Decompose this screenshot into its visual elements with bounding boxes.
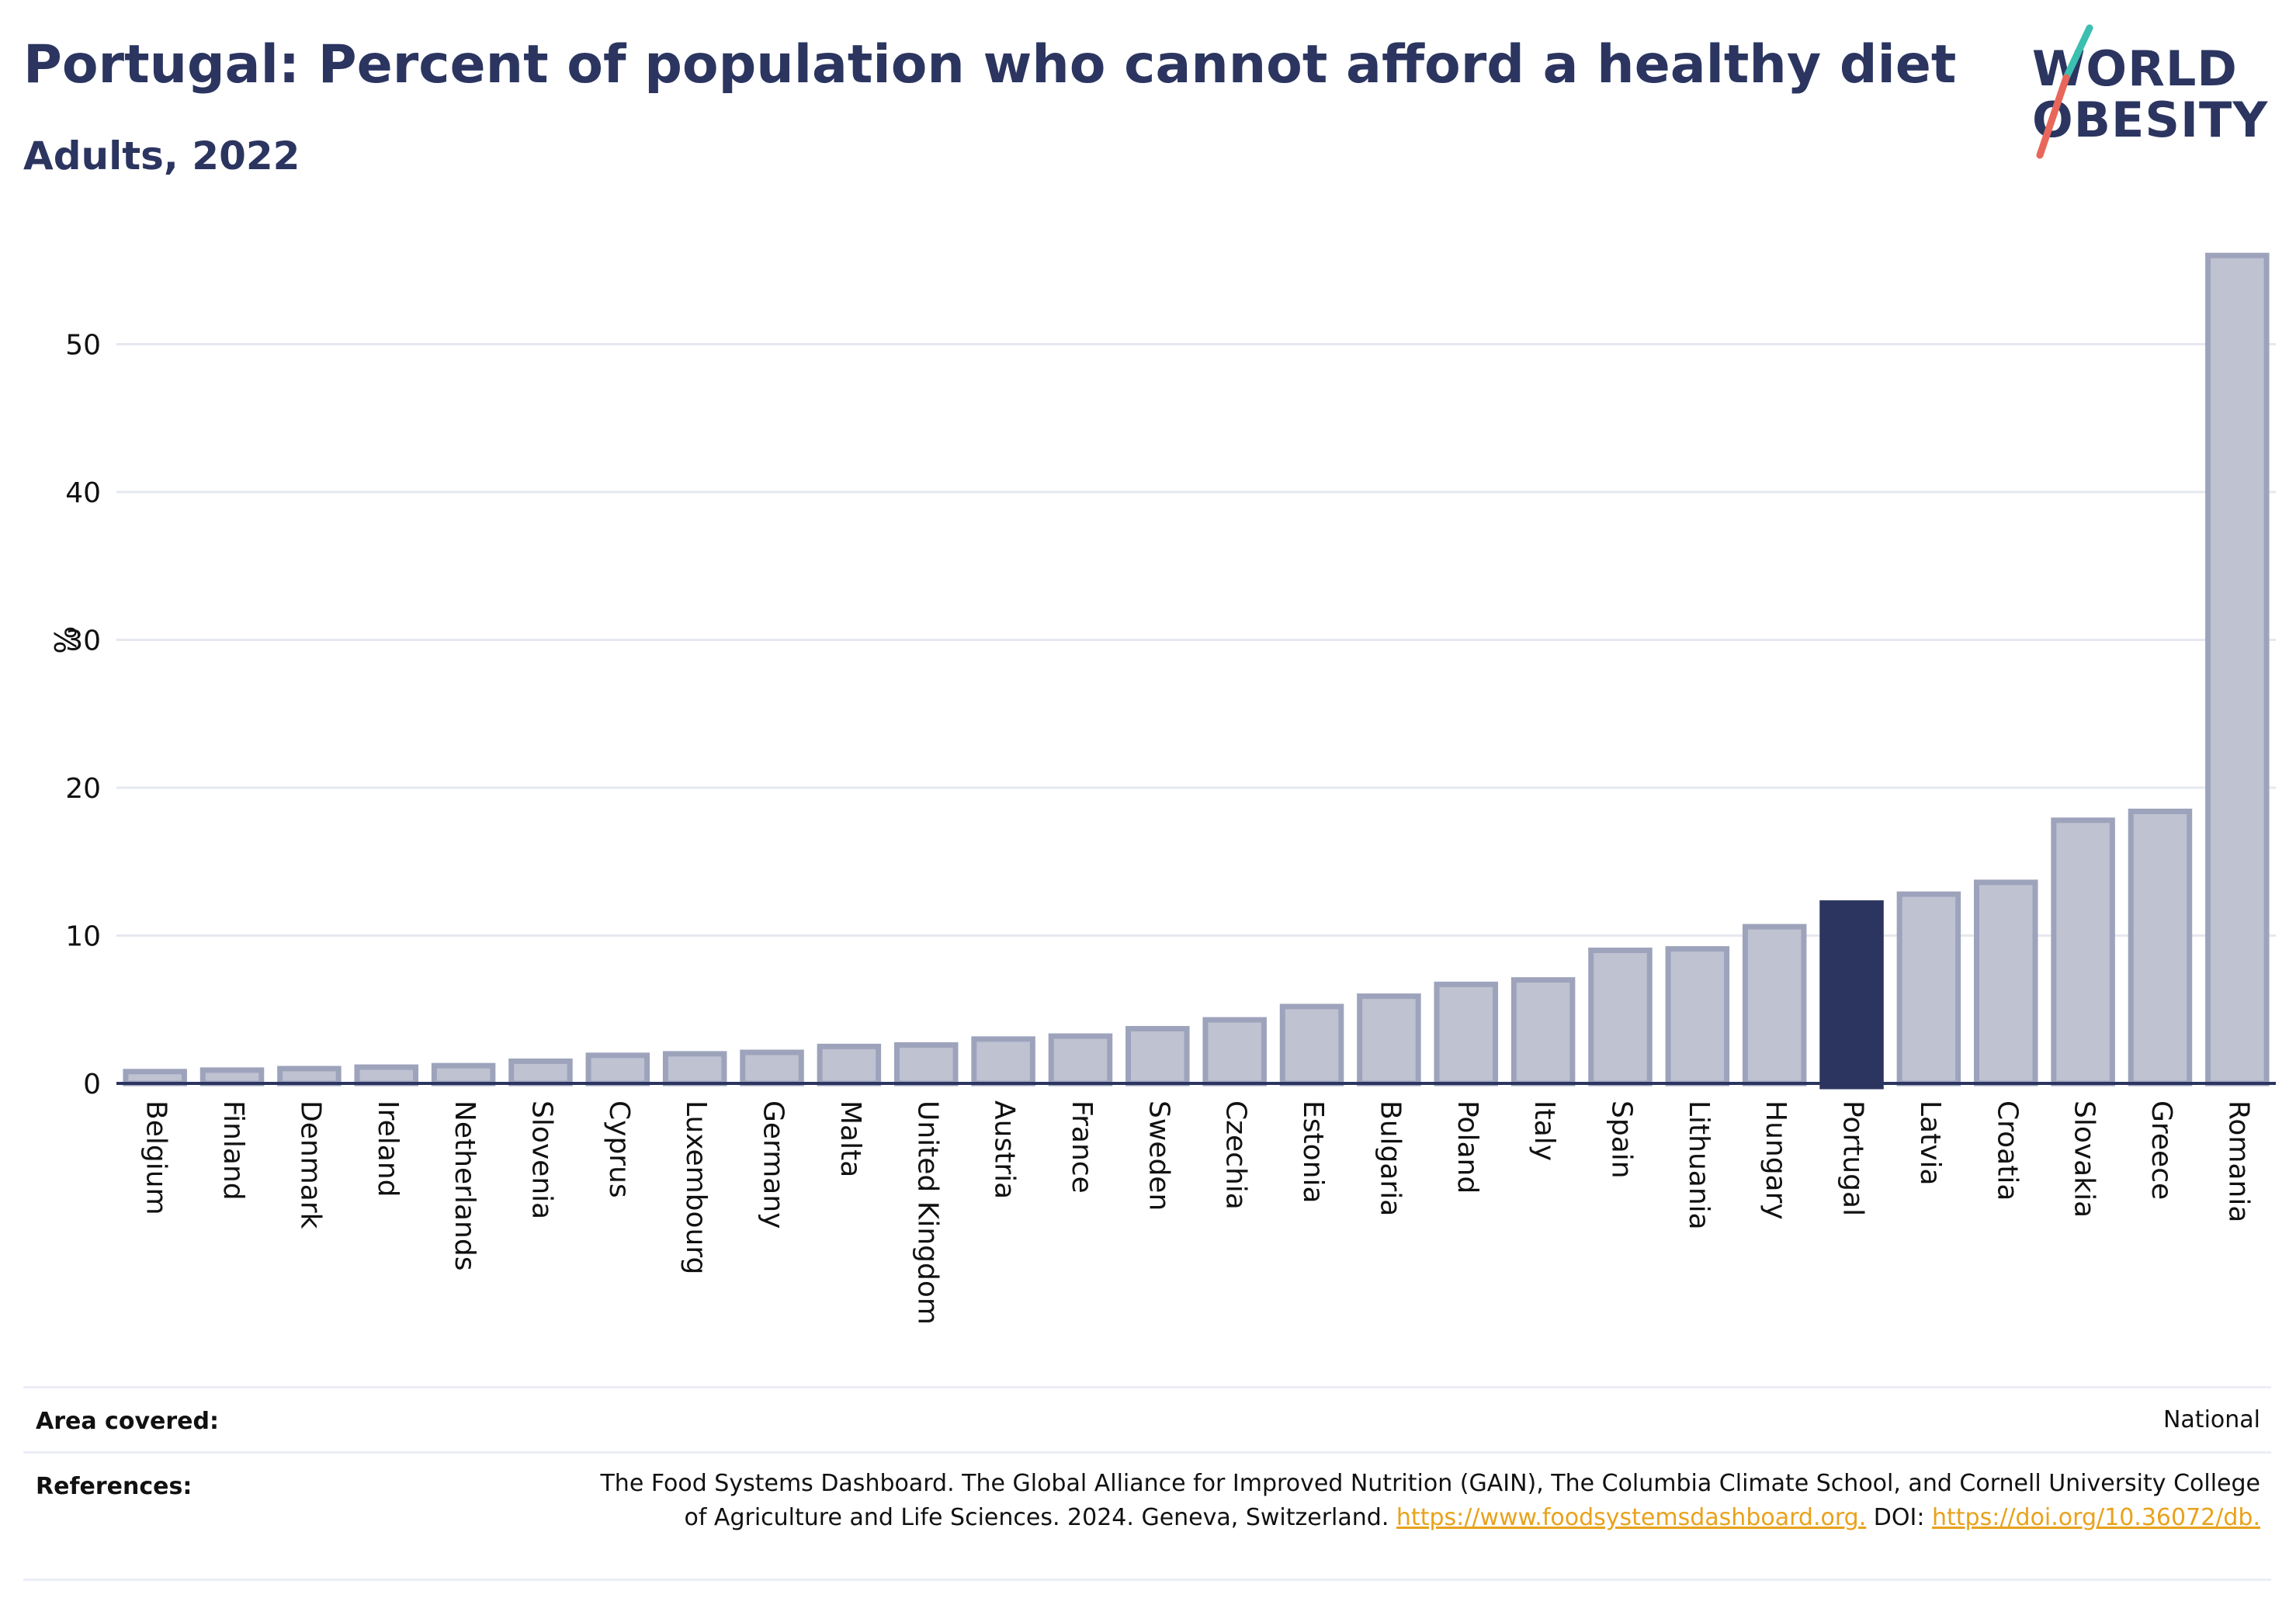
y-tick-label: 40 <box>65 477 101 509</box>
x-tick-label: Czechia <box>1220 1100 1252 1210</box>
references-link[interactable]: https://www.foodsystemsdashboard.org. <box>1396 1504 1867 1531</box>
chart-subtitle: Adults, 2022 <box>23 133 300 178</box>
world-obesity-logo: WORLD OBESITY <box>2018 22 2282 169</box>
x-tick-label: Lithuania <box>1683 1100 1715 1230</box>
x-tick-label: Portugal <box>1837 1100 1869 1216</box>
x-tick-label: Malta <box>834 1100 866 1177</box>
references-text: The Food Systems Dashboard. The Global A… <box>584 1467 2260 1535</box>
footer-divider-middle <box>23 1451 2271 1454</box>
x-tick-label: Luxembourg <box>680 1100 712 1274</box>
references-citation: The Food Systems Dashboard. The Global A… <box>600 1470 2260 1531</box>
bar <box>1588 948 1653 1087</box>
bar <box>817 1043 882 1087</box>
bar <box>1202 1017 1267 1087</box>
x-tick-label: Germany <box>758 1100 789 1229</box>
bar-chart: 0 10 20 30 40 50% Belgium Finland Denmark Ireland… <box>47 252 2276 1325</box>
y-tick-label: 10 <box>65 921 101 953</box>
bar <box>1357 993 1421 1087</box>
x-tick-label: Finland <box>217 1100 249 1201</box>
x-tick-label: Netherlands <box>449 1100 480 1270</box>
x-tick-label: France <box>1066 1100 1098 1194</box>
x-tick-label: Estonia <box>1297 1100 1329 1204</box>
x-tick-label: Bulgaria <box>1374 1100 1406 1216</box>
bar <box>2205 252 2270 1087</box>
bar <box>1742 924 1807 1087</box>
x-tick-label: Italy <box>1528 1100 1560 1161</box>
area-covered-value: National <box>2162 1406 2260 1433</box>
x-tick-label: Greece <box>2145 1100 2177 1200</box>
bar <box>662 1051 727 1087</box>
y-tick-label: 50 <box>65 330 101 362</box>
bar <box>2051 817 2115 1087</box>
x-tick-label: Slovenia <box>525 1100 557 1219</box>
bar <box>1973 879 2038 1087</box>
x-tick-label: Hungary <box>1760 1100 1791 1220</box>
x-tick-label: Slovakia <box>2069 1100 2100 1218</box>
x-tick-label: Ireland <box>372 1100 404 1197</box>
logo-text-obesity: OBESITY <box>2032 92 2269 148</box>
y-tick-label: 0 <box>83 1069 101 1100</box>
y-axis-label: % <box>47 626 82 653</box>
area-covered-label: Area covered: <box>36 1408 219 1435</box>
bar <box>740 1049 804 1087</box>
bar <box>971 1036 1035 1087</box>
bar <box>277 1066 342 1087</box>
bar <box>199 1067 265 1087</box>
x-tick-label: Cyprus <box>603 1100 635 1198</box>
bar <box>893 1041 959 1087</box>
x-tick-label: Croatia <box>1991 1100 2023 1201</box>
y-tick-label: 20 <box>65 773 101 805</box>
bar <box>1896 891 1961 1087</box>
y-tick-label: 30 <box>65 626 101 657</box>
bar <box>1048 1033 1113 1087</box>
x-tick-label: United Kingdom <box>911 1100 943 1325</box>
bar <box>2128 808 2193 1087</box>
x-tick-label: Romania <box>2222 1100 2254 1222</box>
logo-slash-icon <box>2036 24 2093 159</box>
bar <box>123 1069 187 1087</box>
bar <box>1279 1003 1344 1087</box>
x-tick-label: Sweden <box>1143 1100 1174 1211</box>
doi-label: DOI: <box>1873 1504 1925 1531</box>
x-tick-label: Denmark <box>294 1100 326 1229</box>
bar <box>1434 981 1499 1087</box>
x-tick-label: Spain <box>1605 1100 1637 1179</box>
x-tick-label: Poland <box>1451 1100 1483 1194</box>
bar <box>354 1064 419 1087</box>
bar <box>1665 946 1730 1087</box>
bar <box>585 1052 650 1087</box>
chart-title: Portugal: Percent of population who cann… <box>23 34 1957 95</box>
x-tick-label: Belgium <box>140 1100 172 1215</box>
bar <box>508 1058 573 1087</box>
bar-highlighted <box>1819 900 1884 1090</box>
x-tick-label: Latvia <box>1914 1100 1946 1186</box>
x-tick-label: Austria <box>989 1100 1021 1199</box>
doi-link[interactable]: https://doi.org/10.36072/db. <box>1932 1504 2260 1531</box>
footer-divider-bottom <box>23 1579 2271 1581</box>
bar <box>1510 977 1576 1087</box>
bar <box>1125 1026 1190 1087</box>
bar <box>431 1062 496 1087</box>
references-label: References: <box>36 1473 192 1500</box>
footer-divider-top <box>23 1386 2271 1388</box>
